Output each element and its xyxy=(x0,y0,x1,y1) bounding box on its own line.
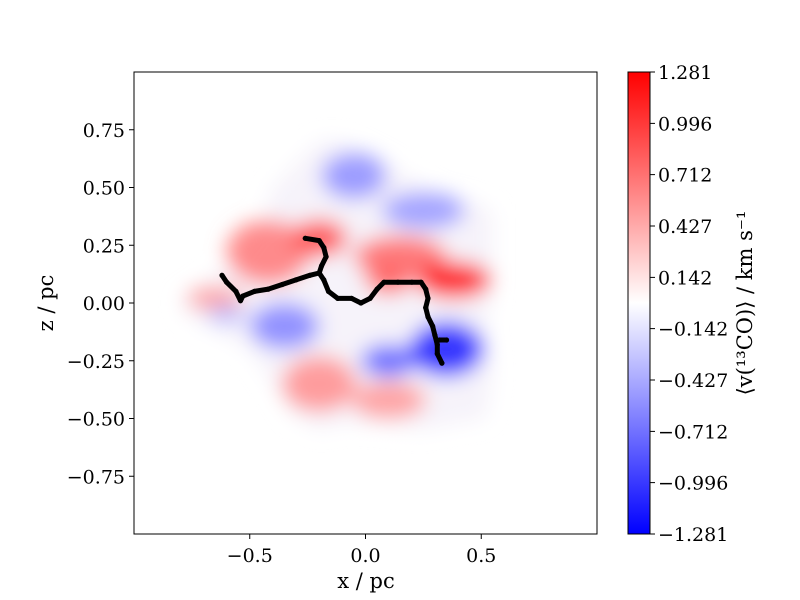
velocity-blob-8 xyxy=(321,152,387,199)
spine-segment-1 xyxy=(316,270,445,366)
velocity-blob-12 xyxy=(360,344,417,377)
velocity-blob-4 xyxy=(416,261,491,299)
colorbar-tick-label-0: 1.281 xyxy=(658,62,712,84)
colorbar: 1.281 0.996 0.712 0.427 0.142 −0.142 −0.427 −0.… xyxy=(627,62,757,546)
y-tick-label-0: 0.75 xyxy=(83,120,125,142)
y-tick-label-3: 0.00 xyxy=(83,293,125,315)
colorbar-tick-label-9: −1.281 xyxy=(658,524,728,546)
colorbar-tick-label-8: −0.996 xyxy=(658,473,728,495)
y-tick-label-1: 0.50 xyxy=(83,178,125,200)
colorbar-label: ⟨v(¹³CO)⟩ / km s⁻¹ xyxy=(733,211,757,396)
colorbar-tick-label-4: 0.142 xyxy=(658,267,712,289)
velocity-blob-2 xyxy=(187,286,243,310)
colorbar-frame xyxy=(627,71,651,535)
y-axis-ticks: 0.75 0.50 0.25 0.00 −0.25 −0.50 −0.75 xyxy=(67,120,134,488)
x-tick-label-0: −0.5 xyxy=(227,545,273,567)
colorbar-tick-label-7: −0.712 xyxy=(658,421,728,443)
y-tick-label-4: −0.25 xyxy=(67,351,125,373)
colorbar-tick-label-2: 0.712 xyxy=(658,165,712,187)
velocity-blob-0 xyxy=(226,219,310,285)
colorbar-gradient xyxy=(628,72,650,534)
colorbar-tick-label-6: −0.427 xyxy=(658,370,728,392)
velocity-blob-13 xyxy=(208,305,246,324)
plot-area: −0.5 0.0 0.5 0.75 0.50 0.25 0.00 −0.25 −0.50 −0.… xyxy=(34,71,598,593)
velocity-blob-10 xyxy=(249,303,320,350)
y-tick-label-5: −0.50 xyxy=(67,409,125,431)
x-tick-label-1: 0.0 xyxy=(350,545,380,567)
velocity-blob-11 xyxy=(409,321,484,377)
velocity-field xyxy=(180,141,493,431)
x-tick-label-2: 0.5 xyxy=(466,545,496,567)
spine-segment-0 xyxy=(219,235,329,304)
x-axis-ticks: −0.5 0.0 0.5 xyxy=(227,534,496,567)
filament-spine xyxy=(219,235,450,366)
x-axis-label: x / pc xyxy=(337,569,394,593)
colorbar-tick-label-1: 0.996 xyxy=(658,113,712,135)
velocity-blob-9 xyxy=(381,192,466,230)
velocity-blob-3 xyxy=(353,235,447,278)
colorbar-ticks: 1.281 0.996 0.712 0.427 0.142 −0.142 −0.427 −0.… xyxy=(650,62,728,546)
velocity-blob-7 xyxy=(351,381,426,419)
y-axis-label: z / pc xyxy=(34,275,58,332)
y-tick-label-2: 0.25 xyxy=(83,235,125,257)
y-tick-label-6: −0.75 xyxy=(67,466,125,488)
colorbar-tick-label-5: −0.142 xyxy=(658,319,728,341)
velocity-blob-6 xyxy=(282,356,357,412)
colorbar-tick-label-3: 0.427 xyxy=(658,216,712,238)
